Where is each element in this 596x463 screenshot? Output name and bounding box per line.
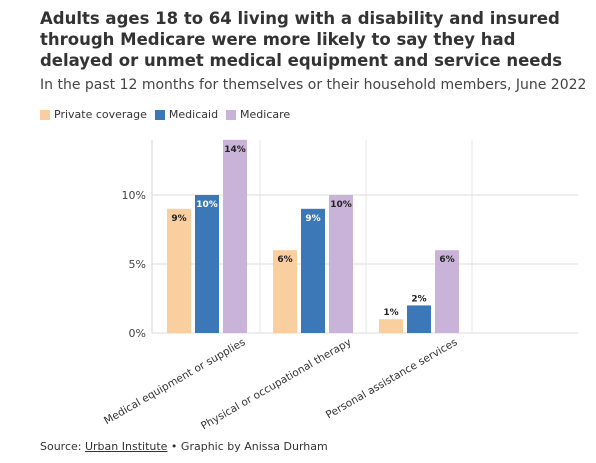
legend-swatch-medicare bbox=[226, 109, 237, 120]
bar-2-2 bbox=[435, 250, 459, 333]
legend-label-medicare: Medicare bbox=[240, 108, 291, 121]
value-label-1-2: 10% bbox=[330, 200, 352, 210]
y-tick-label-2: 10% bbox=[122, 189, 146, 202]
bar-2-0 bbox=[379, 319, 403, 333]
value-label-2-1: 2% bbox=[411, 294, 426, 304]
legend-item-medicaid: Medicaid bbox=[154, 108, 219, 121]
legend-item-private: Private coverage bbox=[40, 108, 147, 121]
legend-label-medicaid: Medicaid bbox=[168, 108, 219, 121]
legend-label-private: Private coverage bbox=[54, 108, 147, 121]
value-label-2-2: 6% bbox=[439, 255, 454, 265]
source-line: Source: Urban Institute • Graphic by Ani… bbox=[40, 440, 328, 453]
bar-1-1 bbox=[301, 208, 325, 333]
bar-0-1 bbox=[195, 195, 219, 333]
legend: Private coverage Medicaid Medicare bbox=[40, 108, 298, 121]
legend-swatch-private bbox=[40, 109, 50, 120]
chart-title: Adults ages 18 to 64 living with a disab… bbox=[40, 9, 563, 70]
source-link[interactable]: Urban Institute bbox=[84, 440, 168, 453]
legend-item-medicare: Medicare bbox=[226, 108, 290, 121]
bar-1-2 bbox=[329, 195, 353, 333]
bar-1-0 bbox=[273, 250, 297, 333]
y-tick-label-1: 5% bbox=[129, 258, 146, 271]
bar-2-1 bbox=[407, 305, 431, 333]
bar-chart: 0%5%10%9%10%14%6%9%10%1%2%6%Medical equi… bbox=[102, 139, 578, 432]
value-label-1-1: 9% bbox=[305, 214, 320, 224]
value-label-1-0: 6% bbox=[277, 255, 292, 265]
source-prefix: Source: bbox=[40, 440, 85, 453]
y-tick-label-0: 0% bbox=[129, 327, 146, 340]
legend-swatch-medicaid bbox=[154, 109, 165, 120]
value-label-0-0: 9% bbox=[171, 214, 186, 224]
value-label-0-1: 10% bbox=[196, 200, 218, 210]
value-label-0-2: 14% bbox=[224, 145, 246, 155]
bar-0-2 bbox=[223, 139, 247, 333]
source-suffix: • Graphic by Anissa Durham bbox=[167, 440, 328, 453]
bar-0-0 bbox=[167, 208, 191, 333]
value-label-2-0: 1% bbox=[383, 308, 398, 318]
chart-subtitle: In the past 12 months for themselves or … bbox=[40, 77, 587, 93]
